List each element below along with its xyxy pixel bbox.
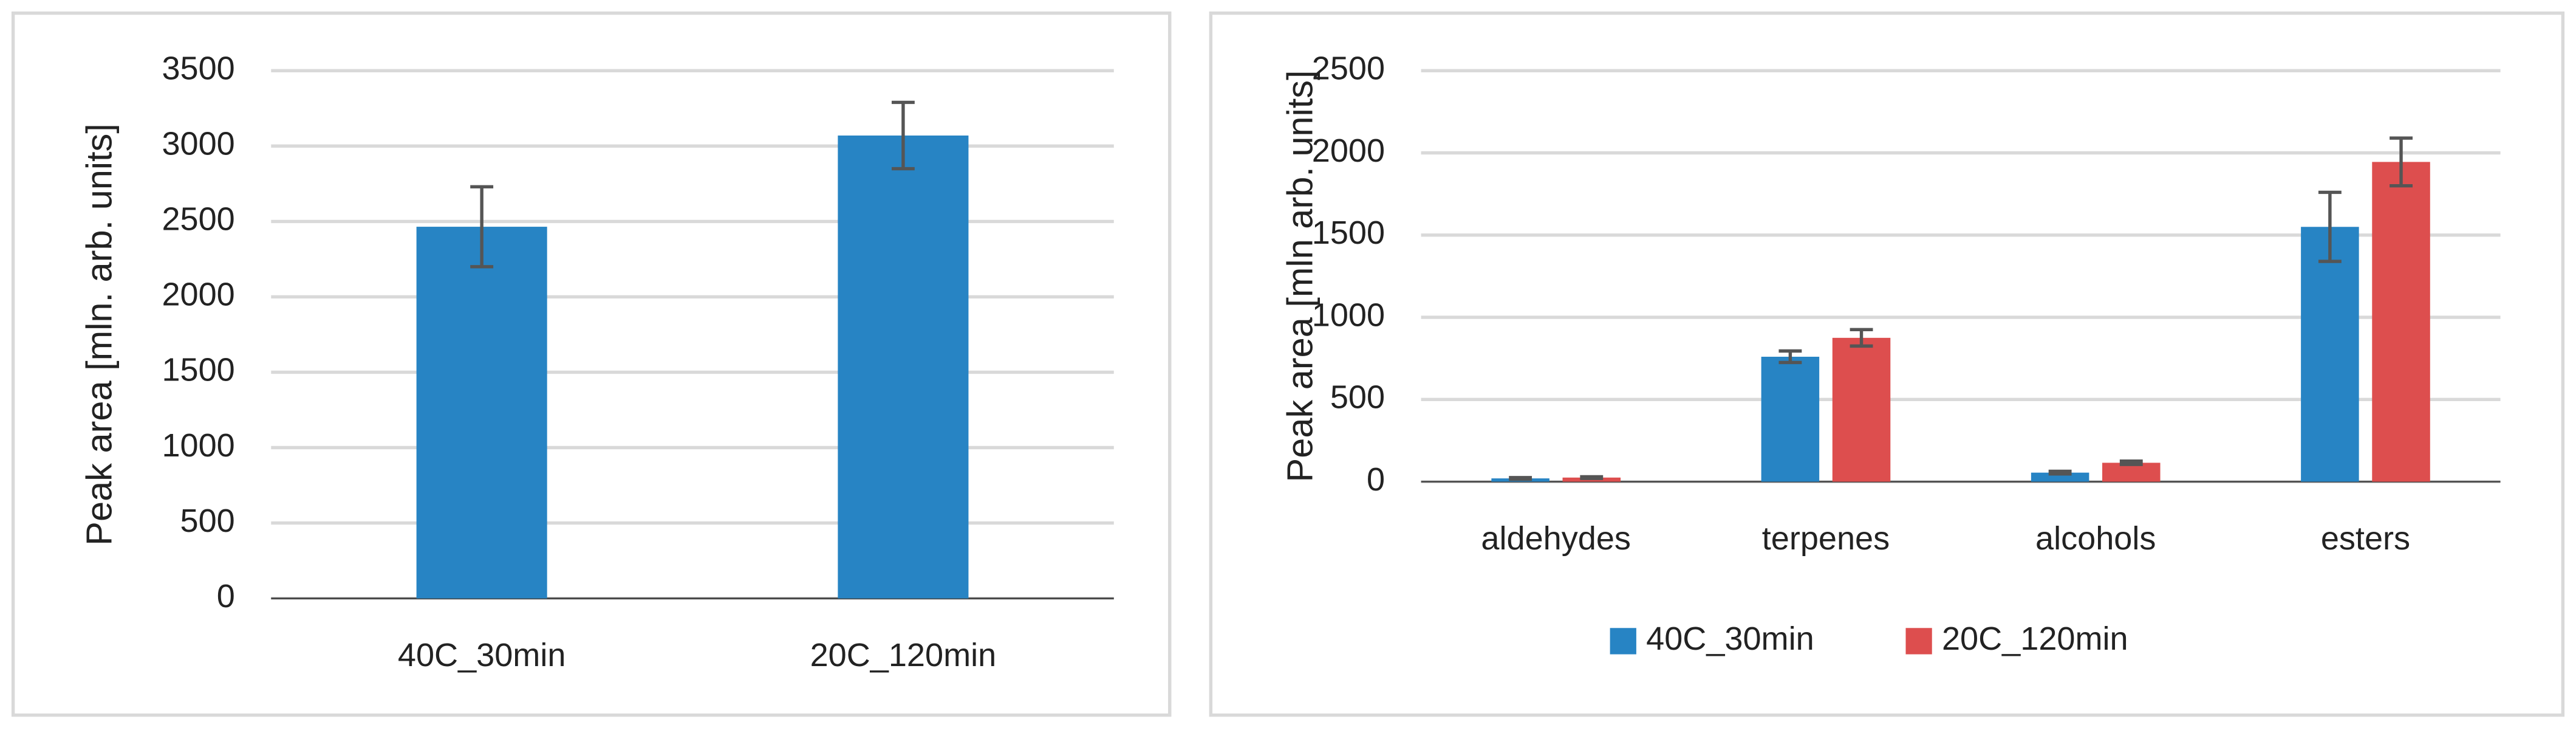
x-tick-label: esters <box>2321 520 2410 557</box>
x-tick-label: alcohols <box>2035 520 2156 557</box>
bar <box>2372 162 2430 482</box>
y-tick-label: 1500 <box>1312 215 1385 251</box>
legend-swatch <box>1905 628 1932 655</box>
y-tick-label: 2000 <box>162 277 234 313</box>
bar <box>1761 356 1820 482</box>
x-tick-label: aldehydes <box>1481 520 1631 557</box>
bar <box>838 135 969 599</box>
y-tick-label: 500 <box>1330 379 1385 416</box>
y-tick-label: 1500 <box>162 352 234 388</box>
bar <box>1832 337 1891 482</box>
legend-label: 20C_120min <box>1942 621 2128 657</box>
y-tick-label: 2000 <box>1312 132 1385 169</box>
y-tick-label: 500 <box>180 503 235 539</box>
x-tick-label: 20C_120min <box>810 637 997 673</box>
y-tick-label: 1000 <box>162 427 234 464</box>
bar <box>2031 472 2089 482</box>
legend-label: 40C_30min <box>1646 621 1814 657</box>
error-bar <box>1850 328 1873 348</box>
error-bar <box>2318 190 2342 263</box>
bar <box>2301 227 2359 482</box>
y-tick-label: 1000 <box>1312 297 1385 333</box>
y-tick-label: 2500 <box>1312 50 1385 87</box>
legend-swatch <box>1610 628 1636 655</box>
x-tick-label: terpenes <box>1762 520 1890 557</box>
error-bar <box>2048 469 2072 476</box>
error-bar <box>1778 349 1802 365</box>
y-axis-label: Peak area [mln. arb. units] <box>78 123 119 546</box>
y-tick-label: 2500 <box>162 201 234 238</box>
bar <box>416 227 547 599</box>
error-bar <box>1580 475 1604 480</box>
error-bar <box>2390 136 2413 188</box>
y-tick-label: 3500 <box>162 50 234 87</box>
x-tick-label: 40C_30min <box>398 637 566 673</box>
y-tick-label: 0 <box>217 578 235 614</box>
y-axis-label: Peak area [mln arb. units] <box>1280 70 1320 482</box>
error-bar <box>891 100 915 171</box>
error-bar <box>470 185 494 269</box>
error-bar <box>1509 476 1532 481</box>
y-tick-label: 0 <box>1367 461 1385 498</box>
y-tick-label: 3000 <box>162 126 234 162</box>
error-bar <box>2119 459 2143 466</box>
